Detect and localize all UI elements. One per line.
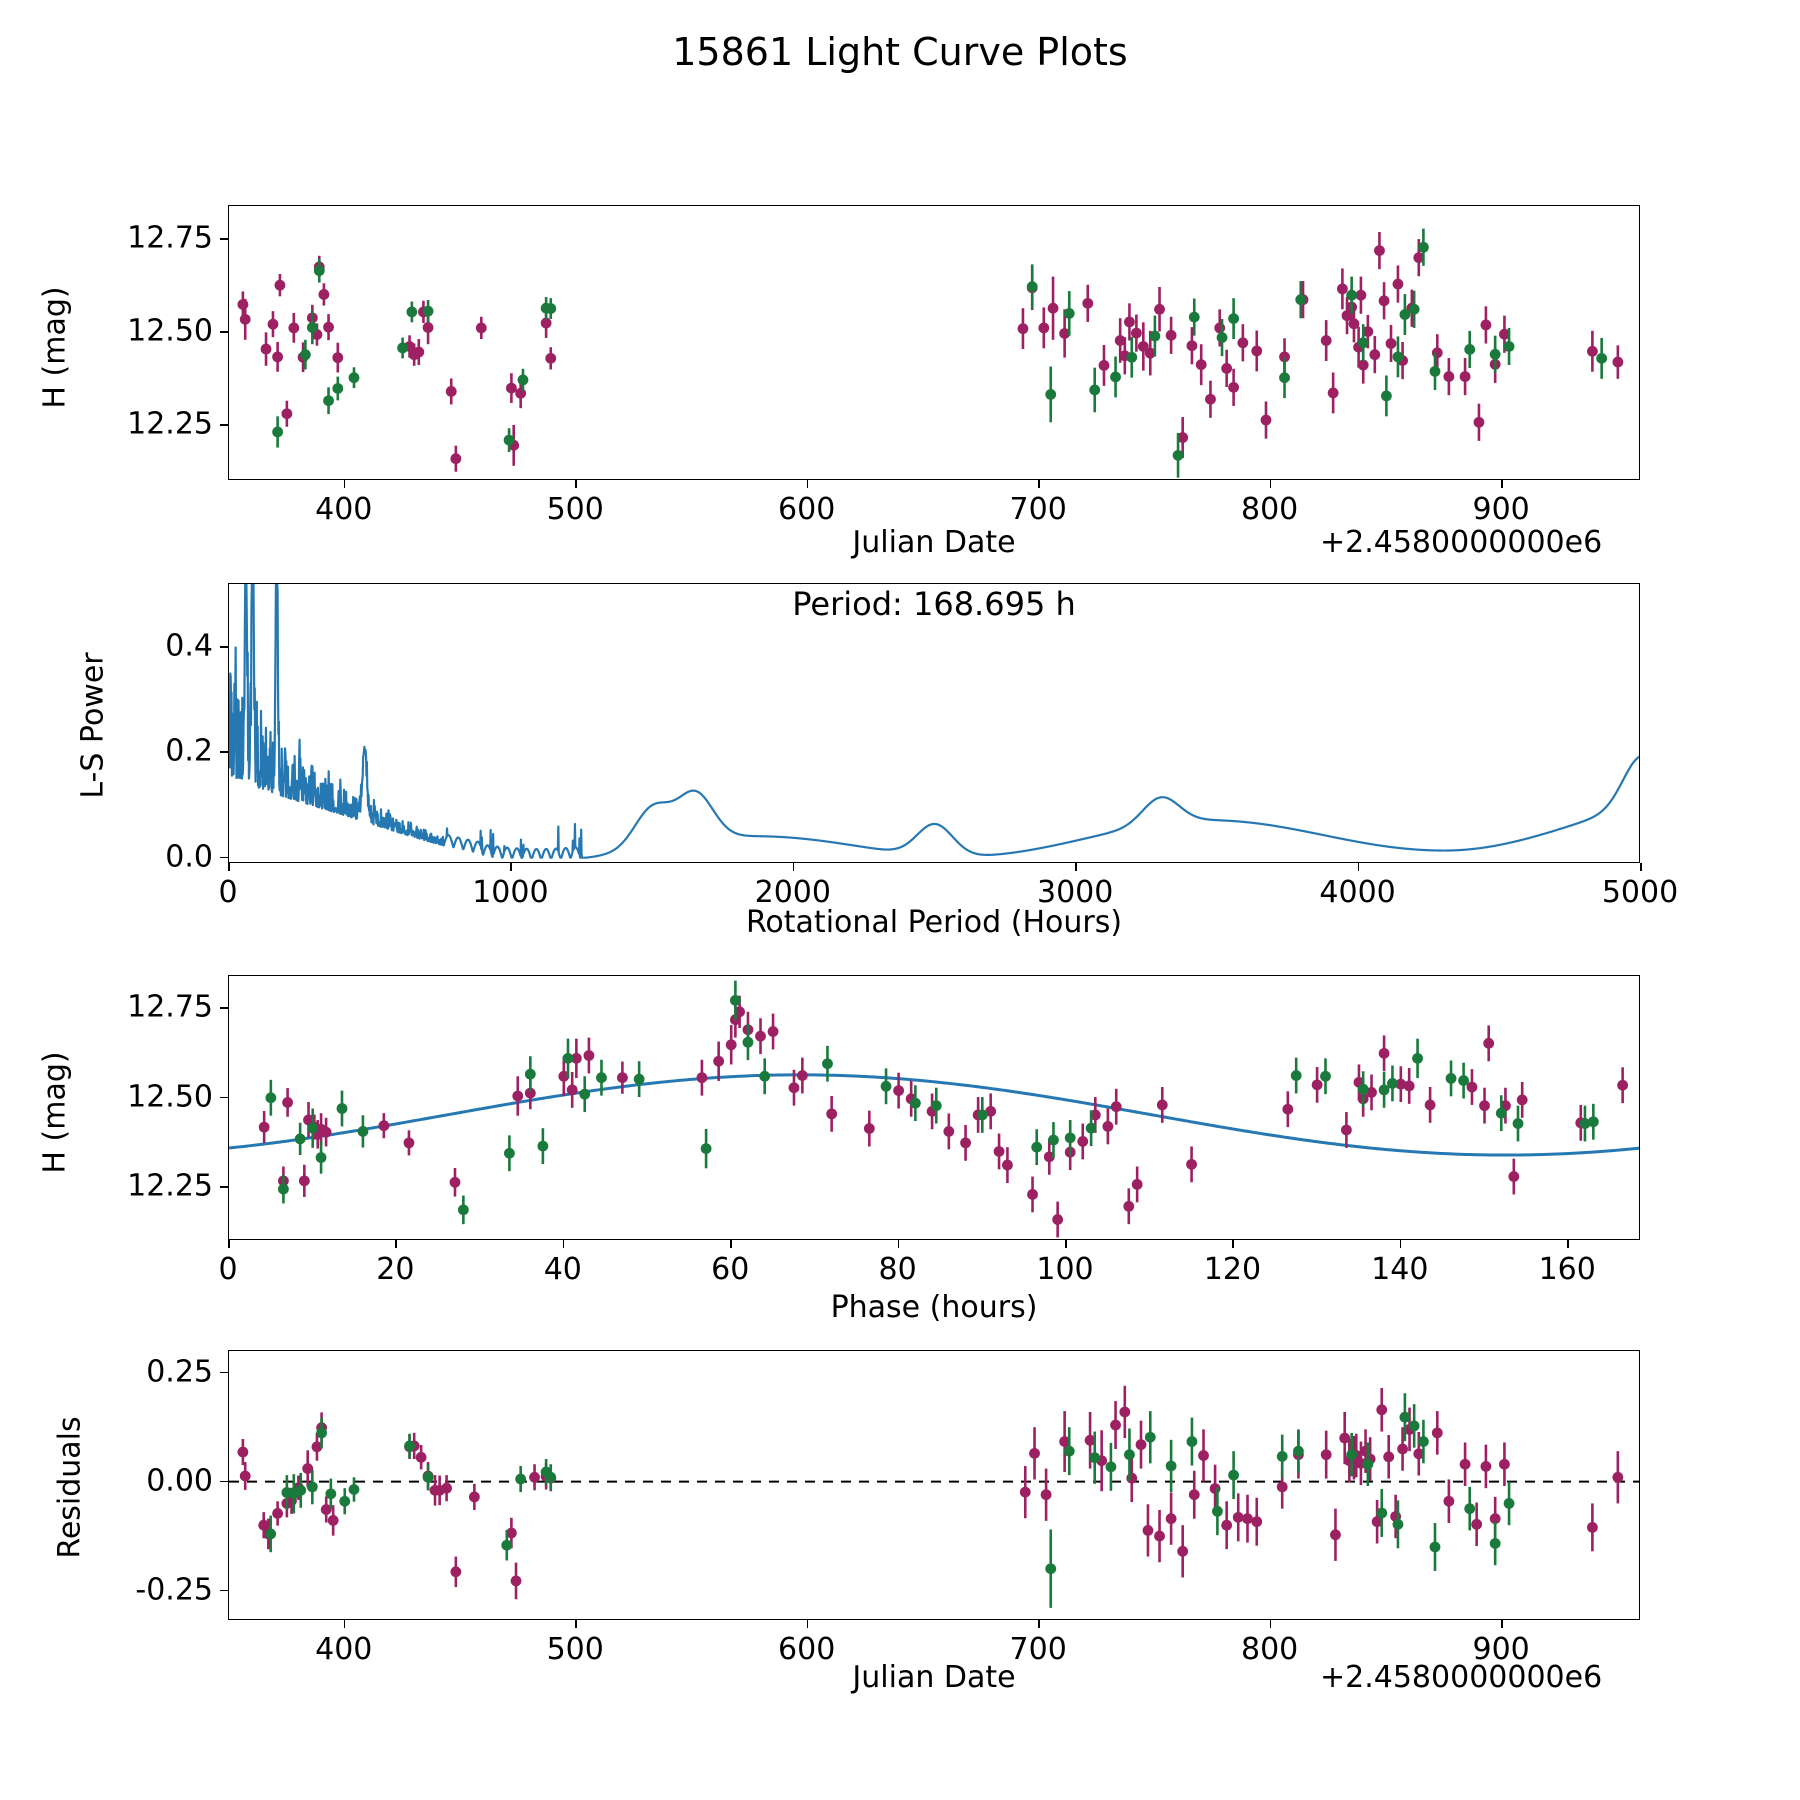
- period-annotation: Period: 168.695 h: [792, 585, 1076, 623]
- x-tick-label: 140: [1371, 1252, 1429, 1287]
- phase-folded-axes: [228, 975, 1640, 1240]
- sinusoid-fit-curve: [229, 1073, 1639, 1157]
- y-tick-mark: [220, 856, 228, 859]
- x-tick-mark: [1075, 863, 1077, 871]
- x-tick-mark: [1357, 863, 1360, 871]
- x-tick-label: 700: [1009, 492, 1067, 527]
- x-tick-label: 500: [546, 1632, 604, 1667]
- x-tick-mark: [575, 1620, 577, 1628]
- x-tick-mark: [1038, 1620, 1040, 1628]
- x-tick-label: 900: [1472, 1632, 1530, 1667]
- x-tick-label: 60: [711, 1252, 750, 1287]
- periodogram-axes: [228, 583, 1640, 863]
- residuals-axes: [228, 1350, 1640, 1620]
- y-tick-mark: [220, 1007, 228, 1009]
- x-tick-mark: [1065, 1240, 1067, 1248]
- x-tick-mark: [806, 480, 809, 488]
- x-tick-mark: [897, 1240, 900, 1248]
- x-tick-mark: [575, 480, 577, 488]
- light-curve-axes: [228, 205, 1640, 480]
- x-tick-mark: [1038, 480, 1040, 488]
- y-tick-label: 0.25: [146, 1354, 213, 1390]
- x-tick-label: 4000: [1319, 875, 1396, 910]
- y-tick-mark: [220, 1589, 228, 1592]
- x-tick-label: 160: [1538, 1252, 1596, 1287]
- y-tick-mark: [220, 238, 228, 241]
- x-tick-label: 3000: [1037, 875, 1114, 910]
- x-tick-mark: [1269, 1620, 1272, 1628]
- x-tick-label: 700: [1009, 1632, 1067, 1667]
- x-tick-label: 2000: [754, 875, 831, 910]
- y-tick-mark: [220, 1371, 228, 1374]
- series-series_b: [265, 980, 1599, 1225]
- x-tick-label: 1000: [472, 875, 549, 910]
- x-tick-mark: [343, 1620, 346, 1628]
- x-tick-label: 0: [218, 875, 238, 910]
- x-tick-mark: [1501, 1620, 1503, 1628]
- x-tick-mark: [395, 1240, 397, 1248]
- y-tick-label: 12.25: [127, 1168, 213, 1204]
- x-tick-mark: [1567, 1240, 1569, 1248]
- y-tick-label: 12.50: [127, 313, 213, 349]
- x-tick-label: 20: [376, 1252, 415, 1287]
- x-tick-label: 400: [315, 492, 373, 527]
- x-tick-mark: [1640, 863, 1642, 871]
- residuals-xlabel: Julian Date: [852, 1660, 1016, 1695]
- y-tick-mark: [220, 331, 228, 333]
- x-tick-mark: [1269, 480, 1272, 488]
- y-tick-mark: [220, 646, 228, 648]
- x-tick-label: 500: [546, 492, 604, 527]
- x-tick-label: 600: [778, 492, 836, 527]
- x-tick-label: 0: [218, 1252, 238, 1287]
- series-series_b: [265, 1393, 1515, 1608]
- x-tick-mark: [343, 480, 346, 488]
- y-tick-label: 0.0: [165, 839, 213, 875]
- periodogram-line: [229, 584, 1639, 859]
- x-tick-mark: [510, 863, 512, 871]
- y-tick-label: 0.4: [165, 628, 213, 664]
- y-tick-mark: [220, 751, 228, 753]
- y-tick-label: 12.50: [127, 1079, 213, 1115]
- series-series_b: [272, 228, 1608, 478]
- x-tick-label: 800: [1240, 1632, 1299, 1667]
- phase-folded-xlabel: Phase (hours): [830, 1290, 1038, 1325]
- x-tick-label: 40: [543, 1252, 582, 1287]
- y-tick-mark: [220, 424, 228, 426]
- x-tick-mark: [228, 1240, 230, 1248]
- x-tick-mark: [792, 863, 795, 871]
- x-tick-label: 120: [1203, 1252, 1262, 1287]
- light-curve-xlabel: Julian Date: [852, 525, 1016, 560]
- x-tick-label: 800: [1240, 492, 1299, 527]
- y-tick-mark: [220, 1096, 228, 1099]
- x-tick-mark: [1501, 480, 1503, 488]
- periodogram-xlabel: Rotational Period (Hours): [745, 905, 1123, 940]
- x-tick-mark: [730, 1240, 732, 1248]
- x-tick-mark: [228, 863, 230, 871]
- y-tick-label: 12.25: [127, 406, 213, 442]
- x-tick-mark: [806, 1620, 809, 1628]
- y-tick-mark: [220, 1480, 228, 1483]
- y-tick-mark: [220, 1186, 228, 1188]
- y-tick-label: 12.75: [127, 989, 213, 1025]
- y-tick-label: -0.25: [135, 1572, 213, 1608]
- x-tick-mark: [1232, 1240, 1234, 1248]
- x-tick-mark: [562, 1240, 565, 1248]
- x-tick-label: 400: [315, 1632, 373, 1667]
- figure-title: 15861 Light Curve Plots: [672, 30, 1128, 74]
- light-curve-x-offset: +2.4580000000e6: [1320, 525, 1603, 560]
- x-tick-label: 80: [878, 1252, 917, 1287]
- y-tick-label: 12.75: [127, 220, 213, 256]
- periodogram-ylabel: L-S Power: [75, 652, 111, 799]
- series-series_a: [237, 232, 1624, 472]
- y-tick-label: 0.00: [146, 1463, 213, 1499]
- x-tick-label: 600: [778, 1632, 836, 1667]
- x-tick-mark: [1399, 1240, 1402, 1248]
- y-tick-label: 0.2: [165, 733, 213, 769]
- x-tick-label: 5000: [1601, 875, 1679, 910]
- x-tick-label: 900: [1472, 492, 1530, 527]
- x-tick-label: 100: [1036, 1252, 1094, 1287]
- residuals-x-offset: +2.4580000000e6: [1320, 1660, 1603, 1695]
